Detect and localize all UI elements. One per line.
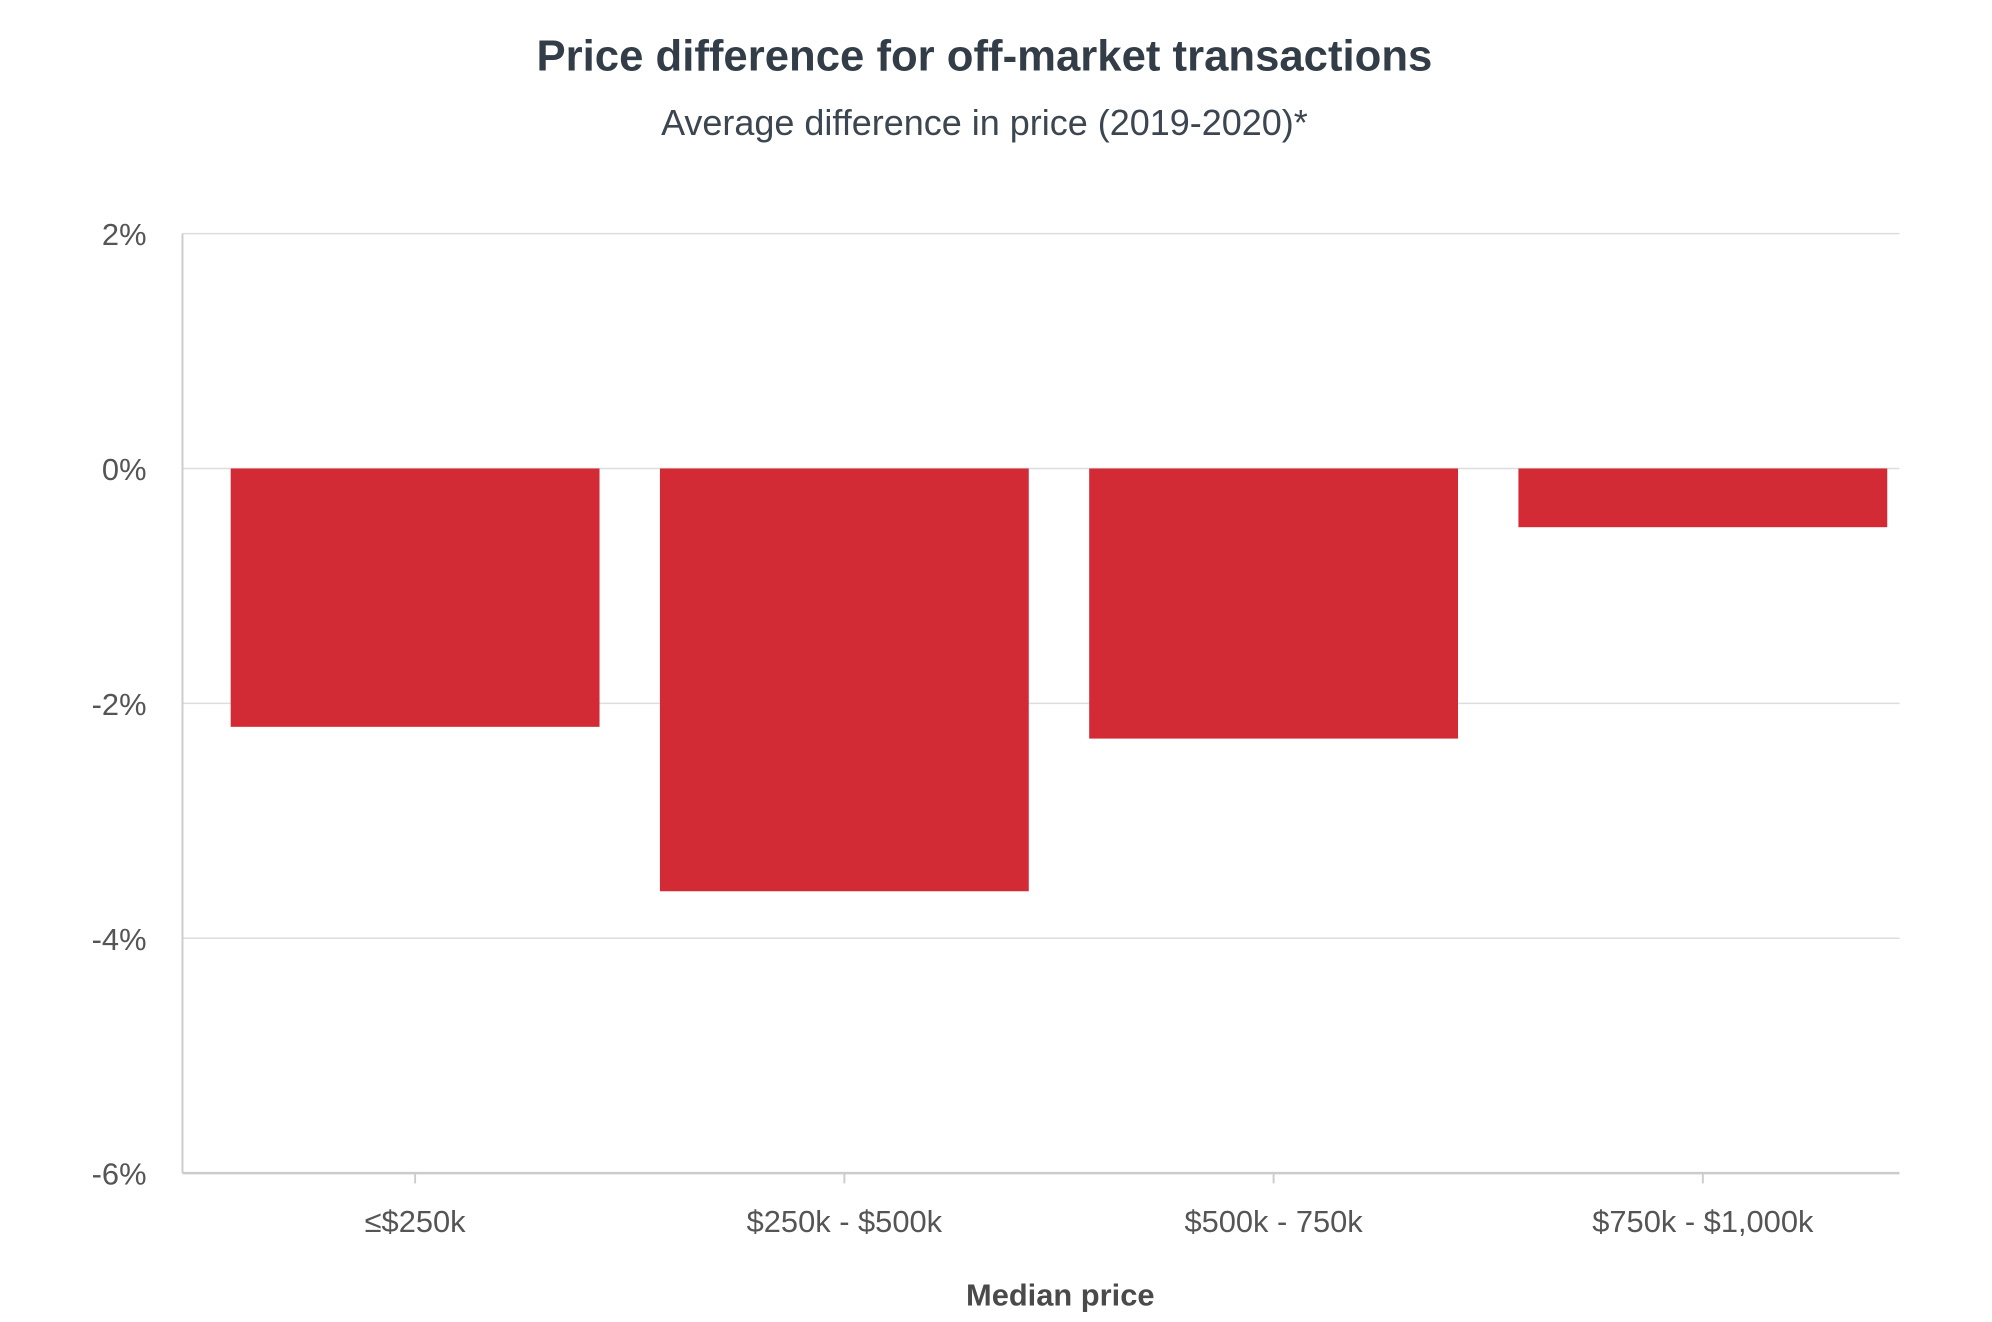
x-tick-label: $750k - $1,000k bbox=[1592, 1204, 1814, 1239]
x-axis-ticks: ≤$250k $250k - $500k $500k - 750k $750k - $… bbox=[365, 1173, 1814, 1239]
bars bbox=[230, 468, 1888, 892]
y-tick-label: 2% bbox=[102, 217, 147, 252]
x-tick-label: $250k - $500k bbox=[747, 1204, 943, 1239]
y-tick-label: -2% bbox=[92, 687, 147, 722]
x-axis-label: Median price bbox=[966, 1277, 1154, 1312]
chart-title: Price difference for off-market transact… bbox=[537, 32, 1433, 81]
chart-subtitle: Average difference in price (2019-2020)* bbox=[661, 102, 1308, 143]
y-tick-label: 0% bbox=[102, 452, 147, 487]
x-tick-label: $500k - 750k bbox=[1184, 1204, 1363, 1239]
axes bbox=[181, 233, 1900, 1175]
bar bbox=[659, 468, 1029, 892]
bar bbox=[230, 468, 600, 727]
y-tick-label: -4% bbox=[92, 922, 147, 957]
y-tick-label: -6% bbox=[92, 1157, 147, 1192]
bar bbox=[1518, 468, 1888, 528]
y-axis-ticks: 2% 0% -2% -4% -6% bbox=[92, 217, 147, 1191]
bar bbox=[1089, 468, 1459, 739]
x-tick-label: ≤$250k bbox=[365, 1204, 467, 1239]
